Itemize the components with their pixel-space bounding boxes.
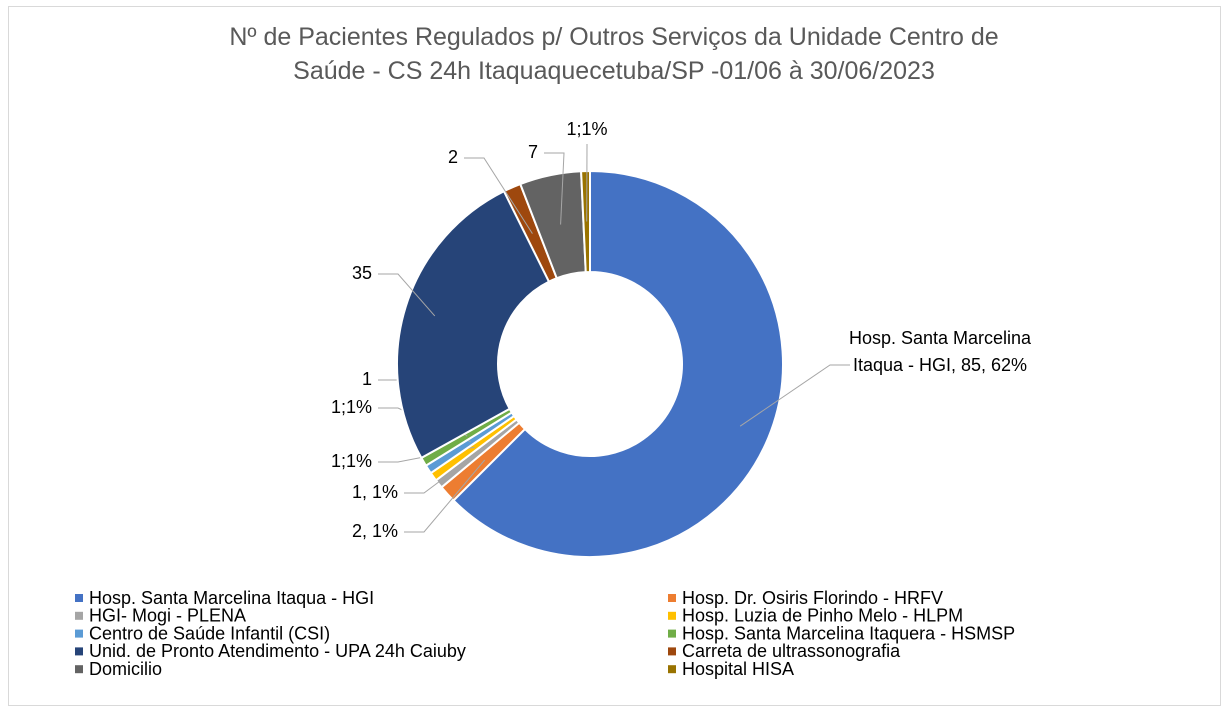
slice [580, 169, 591, 274]
legend-label: Hosp. Dr. Osiris Florindo - HRFV [682, 588, 943, 608]
legend-swatch [75, 665, 83, 674]
leader-line [544, 152, 565, 225]
chart-border [8, 6, 1221, 706]
legend-label: Unid. de Pronto Atendimento - UPA 24h Ca… [89, 641, 466, 661]
legend-label: Hospital HISA [682, 659, 794, 679]
slice [452, 169, 784, 558]
data-label: 2, 1% [352, 521, 398, 541]
data-label: 35 [352, 263, 372, 283]
legend-swatch [668, 665, 676, 674]
legend-swatch [668, 647, 676, 656]
data-label: 1 [362, 369, 372, 389]
chart-title: Nº de Pacientes Regulados p/ Outros Serv… [229, 23, 999, 85]
data-label: 1;1% [331, 397, 372, 417]
data-label: 7 [528, 142, 538, 162]
legend-label: Domicilio [89, 659, 162, 679]
leader-line [404, 452, 479, 494]
legend-swatch [75, 611, 83, 620]
data-label: 2 [448, 147, 458, 167]
leader-line [378, 273, 436, 317]
slice [396, 189, 551, 460]
legend-label: Hosp. Santa Marcelina Itaquera - HSMSP [682, 623, 1015, 643]
legend-swatch [668, 629, 676, 638]
legend-swatch [668, 594, 676, 602]
legend-label: HGI- Mogi - PLENA [89, 606, 246, 626]
data-label: Hosp. Santa Marcelina Itaqua - HGI, 85, … [848, 328, 1032, 375]
data-label: 1, 1% [352, 482, 398, 502]
leader-line [464, 157, 533, 234]
legend-swatch [668, 611, 676, 620]
legend-label: Centro de Saúde Infantil (CSI) [89, 623, 330, 643]
data-label: 1;1% [331, 451, 372, 471]
data-label: 1;1% [566, 119, 607, 139]
legend-label: Hosp. Luzia de Pinho Melo - HLPM [682, 606, 963, 626]
legend-label: Carreta de ultrassonografia [682, 641, 901, 661]
leader-line [739, 364, 850, 427]
leader-line [404, 459, 486, 533]
legend-swatch [75, 647, 83, 656]
legend-swatch [75, 629, 83, 638]
legend-label: Hosp. Santa Marcelina Itaqua - HGI [89, 588, 374, 608]
legend-swatch [75, 594, 83, 602]
